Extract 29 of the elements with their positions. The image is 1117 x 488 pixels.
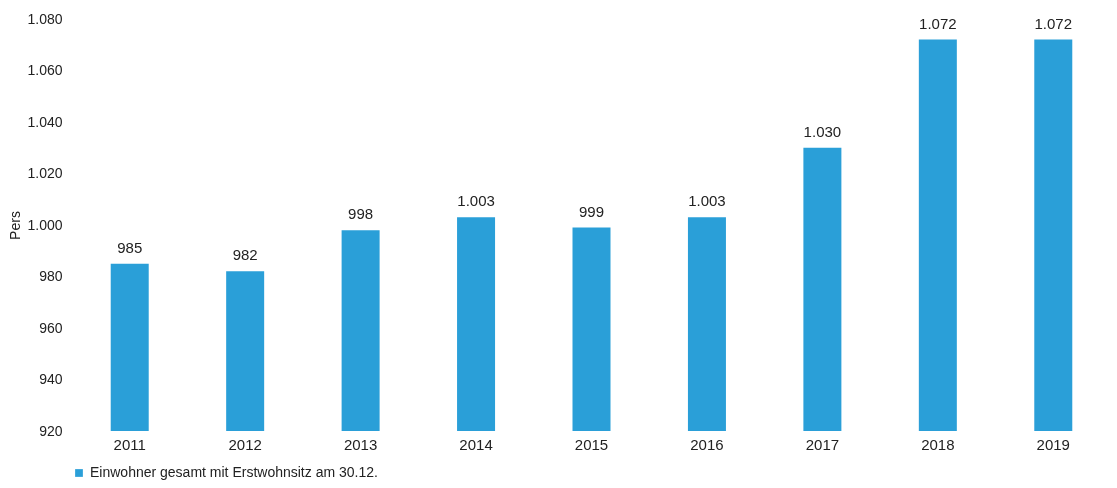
data-label: 998 — [348, 205, 374, 223]
y-tick-label: 1.020 — [27, 165, 63, 181]
y-tick-label: 940 — [39, 371, 63, 387]
data-label: 1.072 — [919, 14, 957, 32]
y-tick-label: 980 — [39, 268, 63, 284]
x-tick-label: 2018 — [921, 435, 955, 453]
data-label: 985 — [117, 238, 143, 256]
legend-label: Einwohner gesamt mit Erstwohnsitz am 30.12. — [90, 464, 378, 480]
y-tick-label: 1.000 — [27, 216, 63, 233]
y-tick-label: 1.060 — [27, 62, 63, 78]
x-tick-label: 2016 — [690, 435, 724, 453]
data-label: 1.003 — [457, 192, 495, 210]
x-tick-label: 2015 — [574, 435, 609, 453]
y-tick-label: 1.040 — [27, 113, 63, 130]
x-tick-label: 2014 — [459, 435, 493, 453]
data-label: 1.072 — [1034, 14, 1073, 32]
x-tick-label: 2017 — [805, 435, 840, 453]
data-label: 1.030 — [803, 122, 842, 140]
x-tick-label: 2019 — [1036, 435, 1070, 453]
data-label: 982 — [232, 246, 258, 264]
y-tick-label: 960 — [39, 319, 63, 336]
x-tick-label: 2013 — [343, 435, 378, 453]
y-axis-title: Pers — [7, 211, 24, 240]
data-label: 1.003 — [688, 192, 726, 210]
x-tick-label: 2011 — [113, 435, 146, 453]
x-tick-label: 2012 — [228, 435, 262, 453]
data-label: 999 — [578, 202, 605, 220]
y-tick-label: 1.080 — [27, 10, 63, 27]
y-tick-label: 920 — [39, 422, 63, 439]
